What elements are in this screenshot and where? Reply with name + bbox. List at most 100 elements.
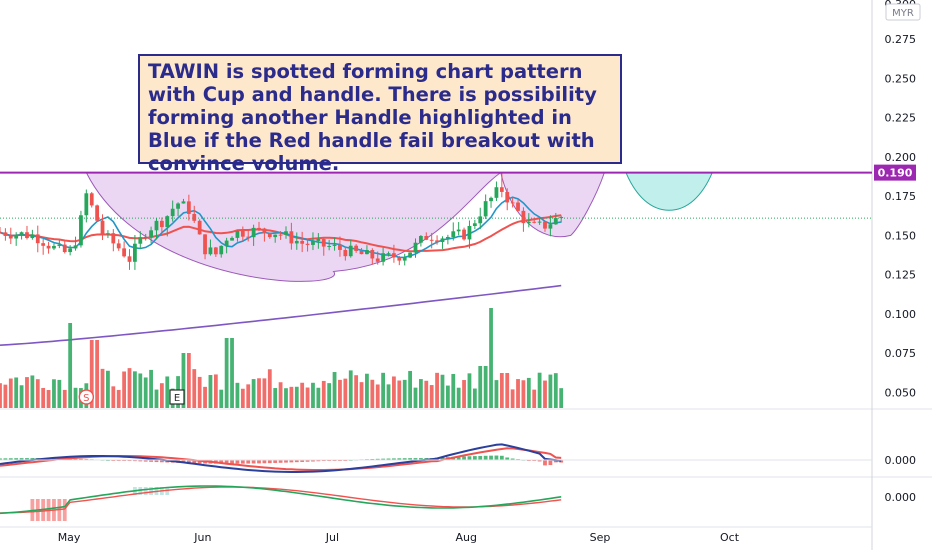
candle-body (170, 208, 175, 217)
macd-histogram-bar (311, 460, 315, 462)
price-axis: 0.275 0.250 0.225 0.200 0.175 0.150 0.125 0.100… (874, 0, 921, 504)
candle-body (392, 253, 396, 258)
volume-bar (445, 385, 450, 408)
macd-histogram-bar (289, 460, 294, 463)
candle-body (273, 234, 278, 238)
volume-bar (230, 338, 234, 408)
candle-body (284, 231, 288, 235)
macd-histogram-bar (14, 458, 19, 460)
volume-bar (35, 379, 40, 408)
candle-body (418, 236, 423, 243)
candle-body (553, 218, 558, 225)
macd-histogram-bar (305, 460, 310, 462)
time-axis: May Jun Jul Aug Sep Oct (58, 531, 740, 544)
macd-histogram-bar (553, 460, 558, 463)
volume-bar (106, 370, 110, 408)
volume-bar (224, 338, 229, 408)
candle-body (240, 231, 245, 237)
candle-body (537, 221, 542, 223)
volume-bars (0, 308, 564, 408)
macd-histogram-bar (257, 460, 261, 464)
macd-histogram-bar (235, 460, 240, 464)
osc-line (0, 485, 562, 515)
volume-bar (273, 388, 278, 408)
candle-body (186, 201, 191, 214)
macd-histogram-bar (79, 458, 83, 460)
volume-bar (418, 379, 423, 408)
oscillator-pane (0, 485, 562, 521)
volume-bar (235, 382, 240, 408)
price-tick-label: 0.100 (885, 308, 917, 321)
volume-bar (397, 380, 402, 408)
volume-bar (0, 383, 2, 408)
candle-body (257, 227, 261, 229)
macd-histogram-bar (499, 455, 504, 460)
macd-histogram-bar (154, 460, 159, 463)
candle-body (235, 231, 240, 238)
volume-bar (435, 372, 439, 408)
candle-body (305, 243, 310, 245)
macd-histogram-bar (397, 458, 402, 460)
volume-bar (192, 369, 197, 408)
volume-bar (478, 366, 483, 408)
macd-histogram-bar (375, 458, 380, 460)
candle-body (429, 239, 434, 241)
candle-body (262, 228, 267, 234)
volume-bar (289, 386, 294, 408)
candle-body (316, 239, 321, 241)
volume-bar (489, 308, 493, 408)
volume-bar (68, 323, 73, 408)
macd-histogram-bar (418, 458, 423, 460)
volume-bar (516, 379, 520, 408)
blue-handle-shape (625, 172, 714, 211)
candle-body (208, 247, 213, 255)
macd-histogram-bar (505, 457, 510, 460)
volume-bar (240, 388, 245, 408)
candle-body (138, 237, 143, 244)
macd-histogram-bar (240, 460, 245, 464)
candle-body (543, 221, 547, 229)
candle-body (25, 232, 29, 239)
candle-body (246, 236, 251, 238)
volume-bar (262, 378, 267, 408)
volume-bar (494, 380, 499, 408)
macd-histogram-bar (300, 460, 305, 462)
macd-histogram-bar (537, 460, 542, 462)
volume-bar (181, 353, 186, 408)
macd-histogram-bar (440, 457, 445, 460)
macd-histogram-bar (19, 458, 24, 460)
macd-histogram-bar (494, 455, 499, 460)
volume-bar (537, 372, 542, 408)
candle-body (435, 240, 439, 243)
macd-histogram-bar (284, 460, 288, 463)
macd-histogram-bar (472, 456, 477, 460)
cup-shape (85, 172, 503, 282)
candle-body (289, 231, 294, 244)
volume-bar (483, 366, 488, 408)
macd-histogram-bar (413, 458, 418, 460)
long-ma-line (0, 284, 562, 346)
time-tick-label: May (58, 531, 81, 544)
candle-body (89, 193, 94, 206)
osc-tick-label: 0.000 (885, 491, 917, 504)
price-tick-label: 0.175 (885, 190, 917, 203)
candle-body (462, 229, 466, 240)
volume-bar (505, 373, 510, 408)
macd-histogram-bar (0, 458, 2, 460)
volume-bar (548, 374, 553, 408)
candle-body (370, 250, 375, 259)
candle-body (456, 229, 461, 232)
candle-body (483, 201, 488, 217)
macd-histogram-bar (510, 458, 515, 460)
macd-histogram-bar (462, 456, 466, 460)
volume-bar (100, 368, 105, 408)
osc-bar (143, 487, 148, 495)
volume-bar (311, 382, 315, 408)
candle-body (343, 249, 348, 257)
candle-body (165, 216, 170, 228)
volume-bar (440, 374, 445, 408)
volume-bar (359, 382, 364, 408)
candle-body (311, 240, 315, 245)
volume-bar (316, 387, 321, 408)
